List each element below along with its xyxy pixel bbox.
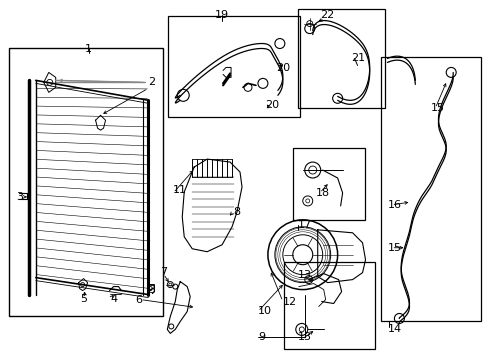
Text: 10: 10 [258, 306, 271, 316]
Text: 12: 12 [282, 297, 296, 306]
Text: 2: 2 [148, 77, 155, 87]
Text: 13: 13 [297, 332, 311, 342]
Text: 4: 4 [110, 293, 118, 303]
Text: 18: 18 [315, 188, 329, 198]
Text: 17: 17 [297, 220, 311, 230]
Text: 20: 20 [275, 63, 289, 73]
Text: 13: 13 [297, 270, 311, 280]
Bar [9, 48, 163, 316]
Text: 22: 22 [319, 10, 333, 20]
Bar [168, 15, 299, 117]
Bar [283, 262, 375, 349]
Text: 15: 15 [386, 243, 401, 253]
Text: 6: 6 [135, 294, 142, 305]
Text: 9: 9 [258, 332, 264, 342]
Text: 21: 21 [351, 54, 365, 63]
Text: 3: 3 [148, 284, 155, 294]
Text: 3: 3 [16, 192, 23, 202]
Text: 15: 15 [430, 103, 445, 113]
Text: 5: 5 [81, 293, 87, 303]
Bar [297, 9, 385, 108]
Bar [381, 58, 480, 321]
Text: 16: 16 [386, 200, 401, 210]
Text: 1: 1 [85, 44, 92, 54]
Text: 7: 7 [160, 267, 167, 276]
Text: 8: 8 [233, 207, 240, 217]
Bar [292, 148, 364, 220]
Text: 11: 11 [173, 185, 187, 195]
Text: 19: 19 [215, 10, 229, 20]
Text: 20: 20 [264, 100, 279, 110]
Text: 14: 14 [386, 324, 401, 334]
